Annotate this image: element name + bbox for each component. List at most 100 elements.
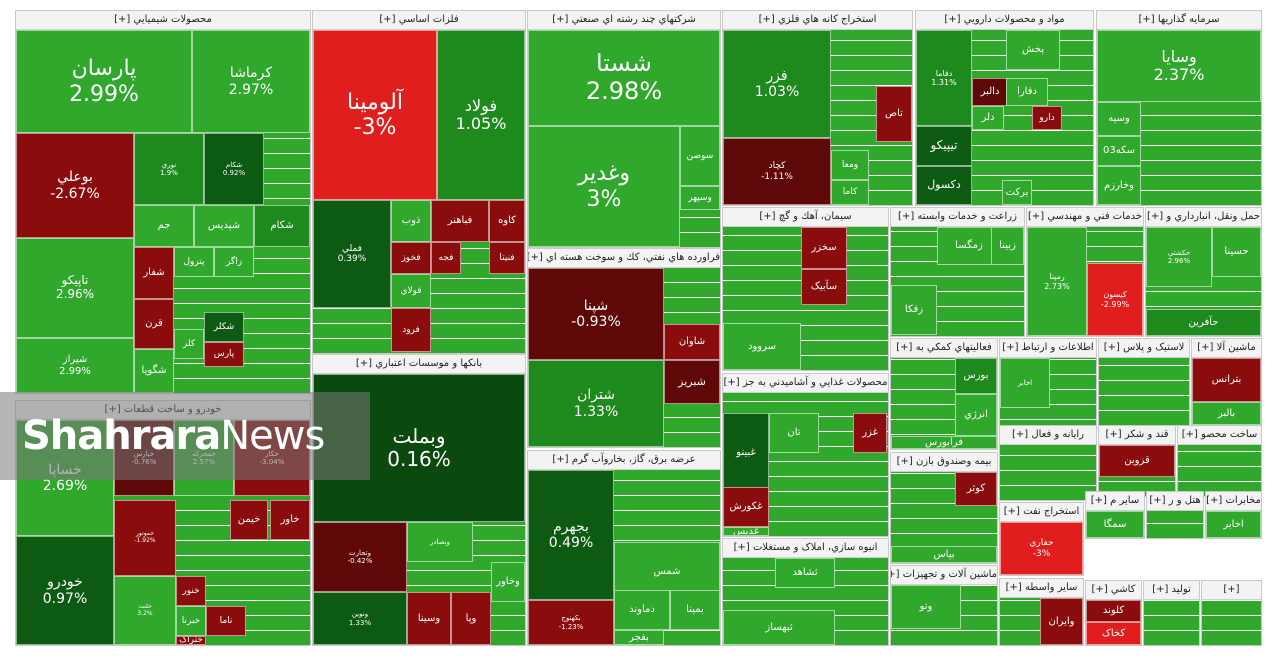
stock-tile[interactable]: رمپنا 2.73%	[1027, 227, 1087, 336]
stock-tile[interactable]: جم	[134, 205, 194, 247]
sector-header[interactable]: خدمات فني و مهندسي [+]	[1027, 208, 1143, 227]
stock-tile[interactable]: فخوز	[391, 242, 431, 274]
sector-header[interactable]: مخابرات [+]	[1206, 492, 1261, 511]
stock-tile[interactable]: فرابورس	[891, 436, 997, 449]
stock-tile[interactable]: سوصن	[680, 126, 720, 186]
stock-tile[interactable]: فزر 1.03%	[723, 30, 831, 138]
stock-tile[interactable]: بترانس	[1192, 358, 1261, 402]
stock-tile[interactable]: سخزر	[801, 227, 847, 269]
stock-tile[interactable]: شکام 0.92%	[204, 133, 264, 205]
stock-tile[interactable]: پخش	[1006, 30, 1060, 70]
stock-tile[interactable]: دکسول	[916, 166, 972, 205]
stock-tile[interactable]: شگويا	[134, 349, 174, 393]
stock-tile[interactable]: وتو	[891, 585, 961, 629]
sector-header[interactable]: بانكها و موسسات اعتباري [+]	[313, 355, 525, 374]
stock-tile[interactable]: کرماشا 2.97%	[192, 30, 310, 133]
stock-tile[interactable]: زفکا	[891, 285, 937, 335]
stock-tile[interactable]: شفار	[134, 247, 174, 299]
stock-tile[interactable]: کوثر	[955, 472, 997, 506]
stock-tile[interactable]: شكام	[254, 205, 310, 247]
stock-tile[interactable]: زبينا	[991, 227, 1024, 265]
sector-header[interactable]: قند و شکر [+]	[1099, 426, 1175, 445]
stock-tile[interactable]: وسپه	[1097, 102, 1141, 136]
stock-tile[interactable]: خودرو 0.97%	[16, 536, 114, 645]
stock-tile[interactable]: بالبر	[1192, 402, 1261, 425]
stock-tile[interactable]: ونوين 1.33%	[313, 592, 407, 645]
stock-tile[interactable]: بمپنا	[670, 590, 720, 630]
sector-header[interactable]: مواد و محصولات دارويي [+]	[916, 11, 1093, 30]
sector-header[interactable]: حمل ونقل، انبارداري و [+]	[1146, 208, 1261, 227]
stock-tile[interactable]: بوعلي -2.67%	[16, 133, 134, 238]
stock-tile[interactable]: شپديس	[194, 205, 254, 247]
stock-tile[interactable]: دلر	[972, 106, 1004, 130]
sector-header[interactable]: محصولات غذايي و آشاميدني به جز [+]	[723, 374, 888, 393]
stock-tile[interactable]: شاوان	[664, 324, 720, 360]
stock-tile[interactable]: ثشاهد	[775, 558, 835, 588]
stock-tile[interactable]: غکورش	[723, 487, 769, 527]
stock-tile[interactable]: بورس	[955, 358, 997, 394]
stock-tile[interactable]: سکه03	[1097, 136, 1141, 166]
stock-tile[interactable]: سروود	[723, 323, 801, 370]
stock-tile[interactable]: بفجر	[614, 630, 664, 645]
sector-header[interactable]: ماشين آلا [+]	[1192, 339, 1261, 358]
stock-tile[interactable]: دارو	[1032, 106, 1062, 130]
sector-header[interactable]: فراورده هاي نفتي، كك و سوخت هسته اي [+]	[528, 249, 720, 268]
stock-tile[interactable]: وتجارت -0.42%	[313, 522, 407, 592]
stock-tile[interactable]: پارسان 2.99%	[16, 30, 192, 133]
stock-tile[interactable]: کخاک	[1086, 622, 1141, 645]
stock-tile[interactable]: اخابر	[1206, 511, 1261, 538]
stock-tile[interactable]: فملي 0.39%	[313, 200, 391, 308]
stock-tile[interactable]: خيمن	[230, 500, 268, 540]
stock-tile[interactable]: فباهنر	[431, 200, 489, 242]
sector-header[interactable]: ساير م [+]	[1086, 492, 1144, 511]
sector-header[interactable]: شرکتهاي چند رشته اي صنعتي [+]	[528, 11, 720, 30]
stock-tile[interactable]: شپنا -0.93%	[528, 268, 664, 360]
stock-tile[interactable]: فولاي	[391, 274, 431, 308]
sector-header[interactable]: ساير واسطه [+]	[1000, 579, 1083, 598]
sector-header[interactable]: سيمان، آهك و گچ [+]	[723, 208, 888, 227]
sector-header[interactable]: توليد [+]	[1144, 581, 1199, 600]
stock-tile[interactable]: سآبيک	[801, 269, 847, 305]
stock-tile[interactable]: دالبر	[972, 78, 1008, 106]
stock-tile[interactable]: شستا 2.98%	[528, 30, 720, 126]
stock-tile[interactable]: تيپيکو	[916, 126, 972, 166]
sector-header[interactable]: فلزات اساسي [+]	[313, 11, 525, 30]
stock-tile[interactable]: بپاس	[891, 546, 997, 563]
sector-header[interactable]: زراعت و خدمات وابسته [+]	[891, 208, 1024, 227]
stock-tile[interactable]: وپا	[451, 592, 491, 645]
sector-header[interactable]: انبوه سازي، املاک و مستغلات [+]	[723, 539, 888, 558]
stock-tile[interactable]: زاگر	[214, 247, 254, 277]
sector-header[interactable]: فعاليتهاي کمکي به [+]	[891, 339, 997, 358]
stock-tile[interactable]: وسپهر	[680, 186, 720, 210]
stock-tile[interactable]: شيراز 2.99%	[16, 338, 134, 393]
sector-header[interactable]: بيمه وصندوق بازن [+]	[891, 453, 997, 472]
stock-tile[interactable]: برکت	[1002, 180, 1032, 205]
stock-tile[interactable]: ثبهساز	[723, 610, 835, 645]
stock-tile[interactable]: شبريز	[664, 360, 720, 404]
sector-header[interactable]: [+]	[1202, 581, 1261, 600]
stock-tile[interactable]: فرود	[391, 308, 431, 352]
stock-tile[interactable]: ذوب	[391, 200, 431, 242]
stock-tile[interactable]: کلر	[174, 329, 204, 359]
stock-tile[interactable]: حسينا	[1212, 227, 1261, 277]
sector-header[interactable]: محصولات شيميايي [+]	[16, 11, 310, 30]
stock-tile[interactable]: وايران	[1040, 598, 1083, 645]
stock-tile[interactable]: کيسون -2.99%	[1087, 263, 1143, 336]
stock-tile[interactable]: فولاد 1.05%	[437, 30, 525, 200]
stock-tile[interactable]: تان	[769, 413, 819, 453]
stock-tile[interactable]: وغدير 3%	[528, 126, 680, 247]
stock-tile[interactable]: شتران 1.33%	[528, 360, 664, 447]
stock-tile[interactable]: خنور	[176, 576, 206, 606]
stock-tile[interactable]: کاما	[831, 180, 869, 205]
stock-tile[interactable]: قرن	[134, 299, 174, 349]
stock-tile[interactable]: ختراک	[176, 636, 206, 645]
sector-header[interactable]: سرمايه گذاريها [+]	[1097, 11, 1261, 30]
sector-header[interactable]: رايانه و فعال [+]	[1000, 426, 1096, 445]
stock-tile[interactable]: خلنت 3.2%	[114, 576, 176, 645]
stock-tile[interactable]: پترول	[174, 247, 214, 277]
stock-tile[interactable]: فجه	[431, 242, 461, 274]
sector-header[interactable]: عرضه برق، گاز، بخاروآب گرم [+]	[528, 451, 720, 470]
stock-tile[interactable]: قزوين	[1099, 445, 1175, 477]
stock-tile[interactable]: کلوند	[1086, 600, 1141, 622]
stock-tile[interactable]: ومعا	[831, 150, 869, 180]
